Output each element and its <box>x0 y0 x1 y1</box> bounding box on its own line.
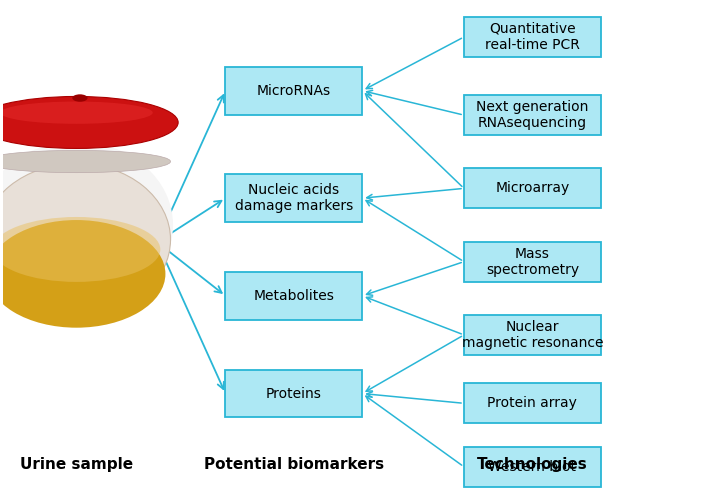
FancyBboxPatch shape <box>464 95 601 135</box>
FancyBboxPatch shape <box>226 370 362 417</box>
Text: Potential biomarkers: Potential biomarkers <box>204 456 384 472</box>
Ellipse shape <box>0 96 178 148</box>
Text: Urine sample: Urine sample <box>20 456 133 472</box>
Text: Proteins: Proteins <box>266 386 322 401</box>
Text: Protein array: Protein array <box>487 396 578 411</box>
FancyBboxPatch shape <box>226 272 362 320</box>
FancyBboxPatch shape <box>464 383 601 423</box>
Text: Nuclear
magnetic resonance: Nuclear magnetic resonance <box>462 320 603 350</box>
Ellipse shape <box>0 220 165 328</box>
Ellipse shape <box>0 150 170 173</box>
Ellipse shape <box>0 102 153 124</box>
Text: MicroRNAs: MicroRNAs <box>257 83 331 98</box>
Text: Nucleic acids
damage markers: Nucleic acids damage markers <box>235 183 353 213</box>
Text: Metabolites: Metabolites <box>253 289 334 303</box>
Text: Microarray: Microarray <box>495 181 570 196</box>
Ellipse shape <box>0 141 173 309</box>
FancyBboxPatch shape <box>226 67 362 115</box>
Text: Western blot: Western blot <box>489 460 576 474</box>
Text: Technologies: Technologies <box>477 456 588 472</box>
Ellipse shape <box>0 217 160 282</box>
Ellipse shape <box>0 164 170 316</box>
Ellipse shape <box>72 94 88 102</box>
FancyBboxPatch shape <box>464 315 601 355</box>
FancyBboxPatch shape <box>464 168 601 208</box>
FancyBboxPatch shape <box>464 17 601 57</box>
Text: Quantitative
real-time PCR: Quantitative real-time PCR <box>485 22 580 52</box>
FancyBboxPatch shape <box>464 242 601 282</box>
Text: Next generation
RNAsequencing: Next generation RNAsequencing <box>477 100 588 130</box>
FancyBboxPatch shape <box>464 447 601 487</box>
Text: Mass
spectrometry: Mass spectrometry <box>486 247 579 277</box>
FancyBboxPatch shape <box>226 174 362 222</box>
